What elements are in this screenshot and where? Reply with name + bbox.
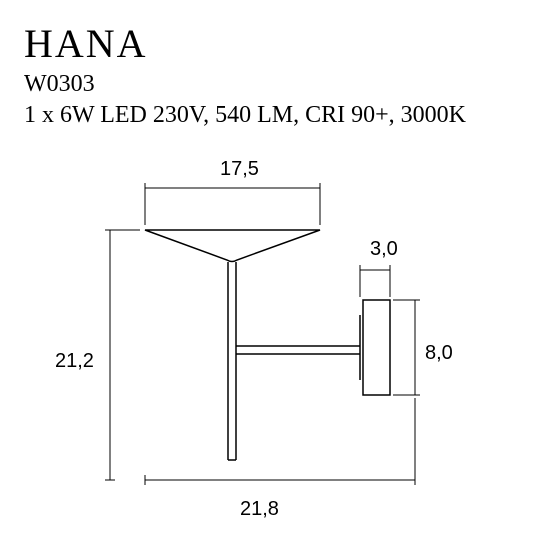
dim-total-width: 21,8: [240, 498, 279, 521]
dim-mount-height: 8,0: [425, 342, 453, 365]
dim-total-height: 21,2: [55, 350, 94, 373]
model-number: W0303: [24, 71, 526, 98]
spec-line: 1 x 6W LED 230V, 540 LM, CRI 90+, 3000K: [24, 102, 526, 129]
technical-diagram: 17,5 3,0 8,0 21,2 21,8: [60, 160, 490, 540]
product-title: HANA: [24, 20, 526, 67]
dim-cone-width: 17,5: [220, 158, 259, 181]
dim-mount-depth: 3,0: [370, 238, 398, 261]
